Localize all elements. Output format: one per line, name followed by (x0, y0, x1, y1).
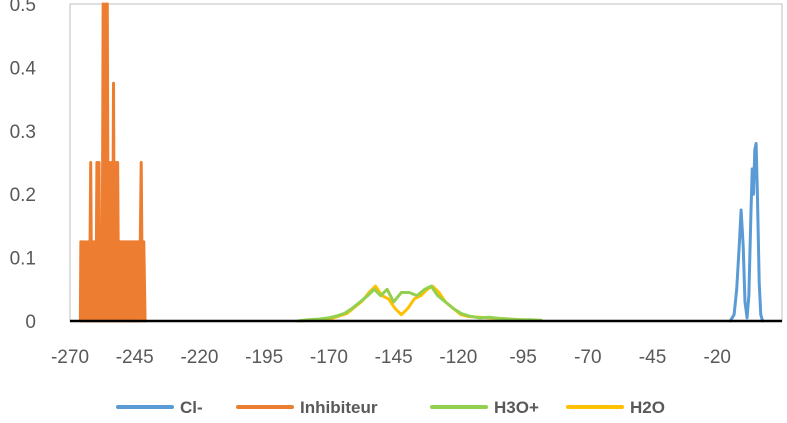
x-tick-label: -70 (574, 347, 601, 368)
y-tick-label: 0.5 (10, 0, 36, 16)
legend-item: H2O (566, 398, 665, 417)
y-tick-label: 0.2 (10, 185, 36, 206)
x-tick-label: -220 (180, 347, 218, 368)
y-tick-label: 0.1 (10, 249, 36, 270)
legend-item: H3O+ (430, 398, 539, 417)
legend-label: H3O+ (494, 398, 539, 417)
x-tick-label: -20 (704, 347, 731, 368)
series-line-h3o (296, 284, 543, 323)
series-layer (78, 2, 765, 323)
legend-label: H2O (630, 398, 665, 417)
x-tick-label: -170 (310, 347, 348, 368)
y-tick-label: 0 (25, 312, 36, 333)
x-tick-label: -45 (639, 347, 666, 368)
series-line-cl (728, 141, 765, 323)
y-tick-labels: 0 0.1 0.2 0.3 0.4 0.5 (10, 0, 37, 333)
x-tick-label: -95 (509, 347, 536, 368)
x-tick-label: -195 (245, 347, 283, 368)
y-tick-label: 0.3 (10, 122, 36, 143)
x-tick-label: -270 (51, 347, 89, 368)
legend: Cl- Inhibiteur H3O+ H2O (116, 398, 665, 417)
legend-item: Cl- (116, 398, 203, 417)
series-line-inhibiteur (78, 2, 147, 323)
legend-item: Inhibiteur (236, 398, 378, 417)
legend-label: Inhibiteur (300, 398, 378, 417)
x-tick-label: -245 (116, 347, 154, 368)
x-tick-labels: -270 -245 -220 -195 -170 -145 -120 -95 -70 -45 -20 (51, 347, 731, 368)
x-tick-label: -145 (375, 347, 413, 368)
legend-label: Cl- (180, 398, 203, 417)
y-tick-label: 0.4 (10, 58, 37, 79)
x-tick-label: -120 (439, 347, 477, 368)
plot-area-border (69, 3, 783, 322)
